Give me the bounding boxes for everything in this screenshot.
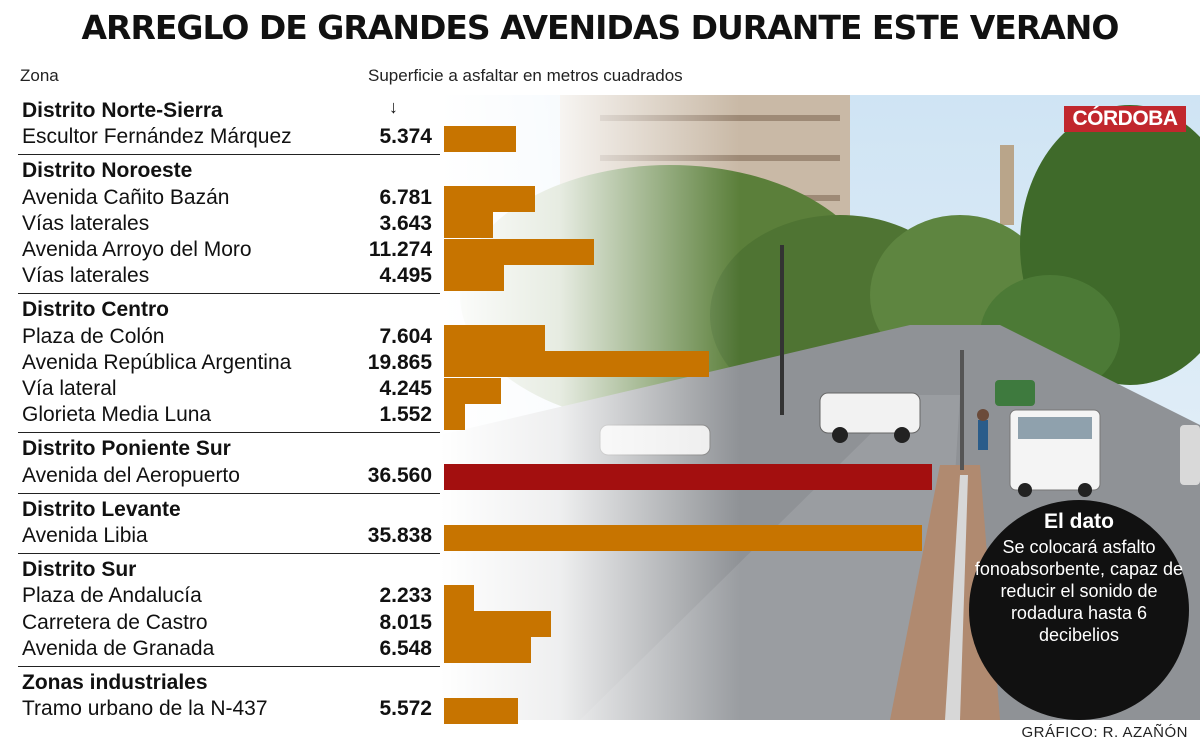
chart-title: ARREGLO DE GRANDES AVENIDAS DURANTE ESTE… bbox=[81, 8, 1120, 47]
row-value: 4.245 bbox=[379, 377, 432, 400]
row-label: Tramo urbano de la N-437 bbox=[22, 697, 268, 721]
row-label: Avenida Cañito Bazán bbox=[22, 185, 230, 209]
row-value: 19.865 bbox=[367, 350, 432, 374]
bar bbox=[444, 186, 535, 213]
bar bbox=[444, 524, 922, 551]
bar bbox=[444, 637, 531, 664]
row-label: Plaza de Colón bbox=[22, 324, 165, 348]
row-value: 6.548 bbox=[379, 636, 432, 660]
group-heading: Distrito Sur bbox=[22, 558, 137, 582]
row-label: Avenida Libia bbox=[22, 524, 148, 547]
row-label: Vías laterales bbox=[22, 211, 150, 235]
group-heading: Zonas industriales bbox=[22, 671, 208, 694]
bar bbox=[444, 464, 932, 491]
bar bbox=[444, 611, 551, 638]
bar bbox=[444, 351, 709, 378]
bar bbox=[444, 697, 518, 724]
bar bbox=[444, 377, 501, 404]
bar bbox=[444, 584, 474, 611]
bar bbox=[444, 403, 465, 430]
row-label: Glorieta Media Luna bbox=[22, 403, 212, 427]
row-value: 5.374 bbox=[379, 125, 432, 149]
down-arrow-icon: ↓ bbox=[389, 97, 398, 117]
bar bbox=[444, 325, 545, 352]
group-separator bbox=[18, 666, 440, 667]
row-label: Avenida República Argentina bbox=[22, 350, 292, 374]
dato-text: Se colocará asfalto fonoabsorbente, capa… bbox=[974, 537, 1184, 645]
row-label: Avenida de Granada bbox=[22, 636, 215, 660]
group-heading: Distrito Levante bbox=[22, 497, 181, 521]
group-heading: Distrito Norte-Sierra bbox=[22, 99, 223, 122]
row-label: Vía lateral bbox=[22, 377, 117, 400]
row-value: 11.274 bbox=[368, 238, 432, 261]
group-separator bbox=[18, 492, 440, 494]
row-value: 36.560 bbox=[367, 463, 432, 487]
row-value: 7.604 bbox=[379, 324, 432, 348]
group-separator bbox=[18, 553, 440, 555]
row-value: 8.015 bbox=[379, 610, 432, 634]
row-label: Carretera de Castro bbox=[22, 610, 208, 634]
row-value: 5.572 bbox=[379, 697, 432, 721]
group-separator bbox=[18, 154, 440, 156]
brand-badge: CÓRDOBA bbox=[1064, 106, 1186, 132]
row-value: 6.781 bbox=[379, 185, 432, 209]
group-heading: Distrito Noroeste bbox=[22, 159, 193, 183]
bar bbox=[444, 125, 516, 152]
zone-column-header: Zona bbox=[20, 66, 59, 85]
row-value: 3.643 bbox=[379, 211, 432, 235]
dato-callout: El dato Se colocará asfalto fonoabsorben… bbox=[969, 500, 1189, 720]
row-value: 1.552 bbox=[379, 403, 432, 427]
row-value: 35.838 bbox=[367, 524, 432, 547]
bar bbox=[444, 264, 504, 291]
group-separator bbox=[18, 293, 440, 295]
group-heading: Distrito Centro bbox=[22, 298, 169, 322]
row-value: 4.495 bbox=[379, 264, 432, 288]
bar bbox=[444, 238, 594, 265]
group-heading: Distrito Poniente Sur bbox=[22, 437, 231, 461]
row-label: Avenida Arroyo del Moro bbox=[22, 238, 252, 261]
row-label: Plaza de Andalucía bbox=[22, 584, 202, 608]
row-label: Avenida del Aeropuerto bbox=[22, 463, 240, 487]
bar bbox=[444, 212, 493, 239]
dato-heading: El dato bbox=[1043, 510, 1114, 533]
credit-text: GRÁFICO: R. AZAÑÓN bbox=[1021, 724, 1188, 741]
row-label: Vías laterales bbox=[22, 264, 150, 288]
group-separator bbox=[18, 432, 440, 434]
row-value: 2.233 bbox=[379, 584, 432, 608]
row-label: Escultor Fernández Márquez bbox=[22, 125, 292, 149]
value-column-header: Superficie a asfaltar en metros cuadrado… bbox=[368, 66, 683, 85]
